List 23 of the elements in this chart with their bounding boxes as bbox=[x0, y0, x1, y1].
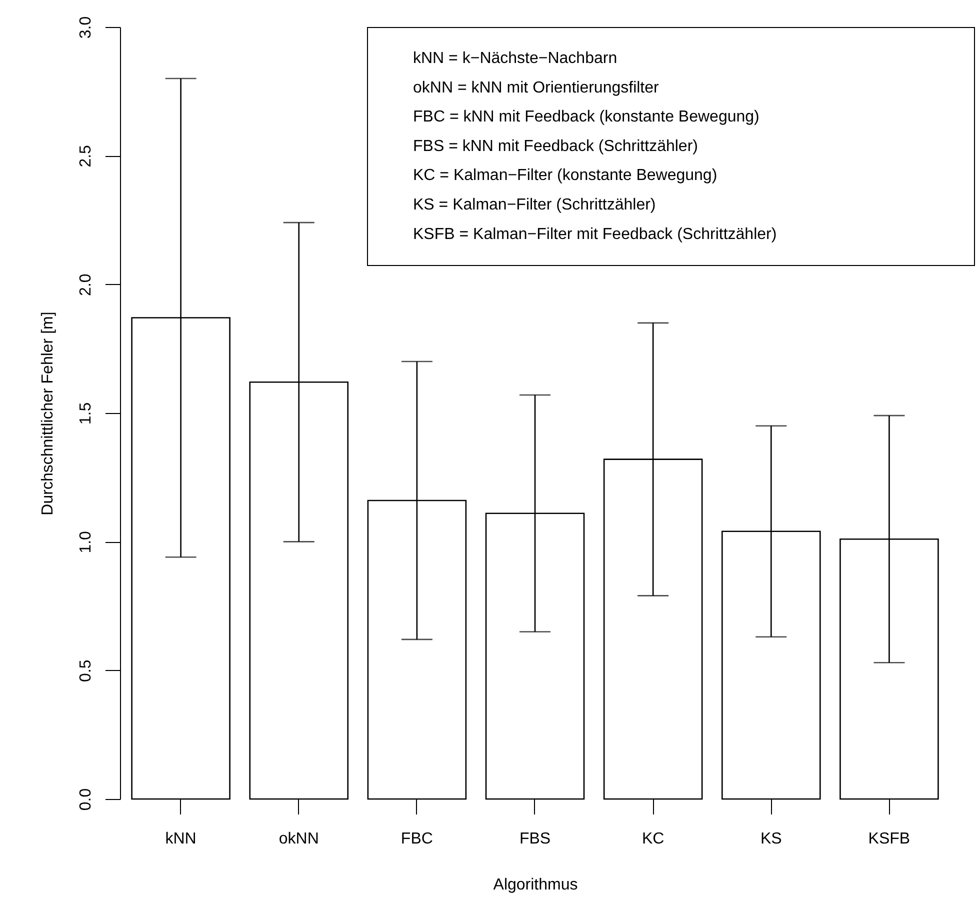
x-tick-label: KSFB bbox=[868, 830, 910, 848]
annotation: KC = Kalman−Filter (konstante Bewegung) bbox=[413, 167, 718, 184]
y-tick-label: 1.5 bbox=[78, 402, 94, 425]
x-tick-label: KS bbox=[760, 830, 782, 848]
annotation: KSFB = Kalman−Filter mit Feedback (Schrittzähler) bbox=[413, 226, 777, 243]
annotation: FBS = kNN mit Feedback (Schrittzähler) bbox=[413, 138, 698, 155]
x-tick-label: FBC bbox=[400, 830, 433, 848]
x-tick-label: KC bbox=[642, 830, 664, 848]
annotation: okNN = kNN mit Orientierungsfilter bbox=[413, 79, 660, 96]
annotation: KS = Kalman−Filter (Schrittzähler) bbox=[413, 196, 656, 214]
annotation: kNN = k−Nächste−Nachbarn bbox=[413, 50, 618, 67]
x-tick-label: okNN bbox=[278, 830, 319, 848]
y-tick-label: 2.0 bbox=[78, 274, 94, 296]
annotation: FBC = kNN mit Feedback (konstante Bewegung) bbox=[413, 108, 760, 126]
x-tick-label: kNN bbox=[165, 830, 196, 848]
y-axis-title: Durchschnittlicher Fehler [m] bbox=[40, 312, 56, 516]
y-tick-label: 3.0 bbox=[78, 16, 94, 39]
y-tick-label: 2.5 bbox=[78, 144, 94, 168]
x-tick-label: FBS bbox=[519, 830, 551, 848]
y-tick-label: 0.5 bbox=[78, 660, 94, 682]
y-tick-label: 0.0 bbox=[78, 788, 94, 811]
y-tick-label: 1.0 bbox=[78, 530, 94, 554]
x-axis-title: Algorithmus bbox=[493, 876, 578, 894]
